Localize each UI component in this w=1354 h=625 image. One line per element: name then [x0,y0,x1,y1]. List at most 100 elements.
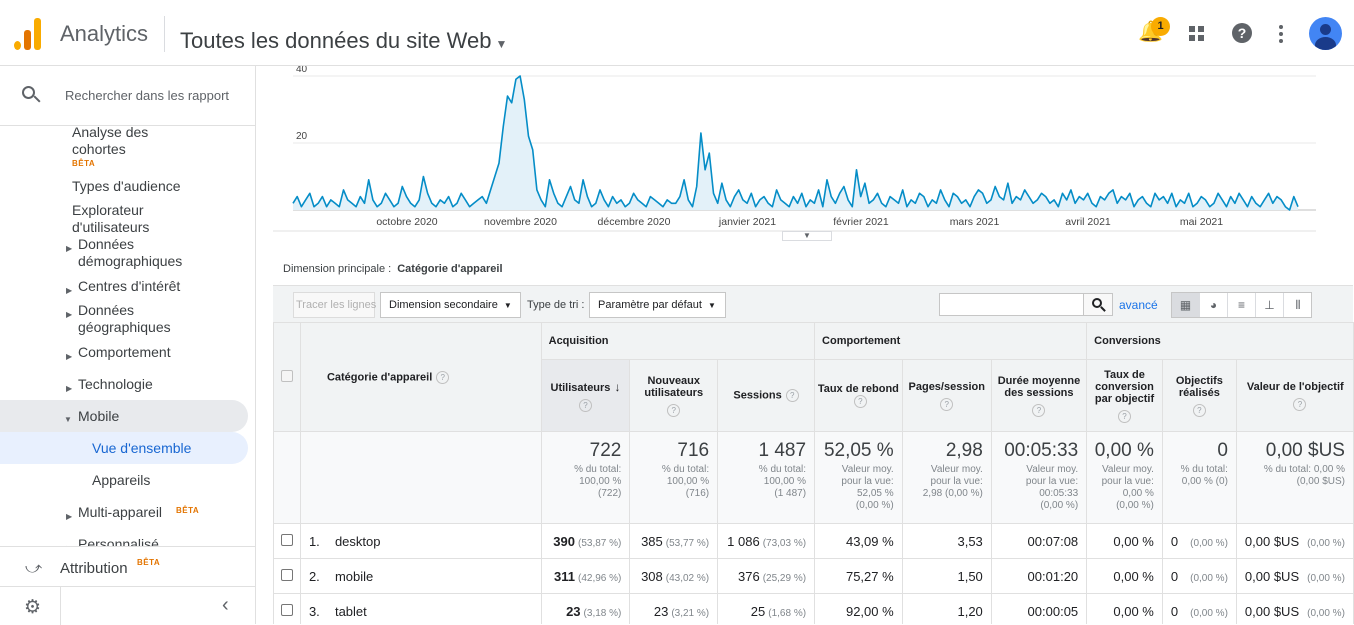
table-row[interactable]: 3. tablet 23 (3,18 %) 23 (3,21 %) 25 (1,68 %) 92… [273,593,1354,624]
total-sub: % du total: 0,00 % (0,00 $US) [1263,464,1345,487]
dimension-header[interactable]: Catégorie d'appareil? [299,322,542,432]
col-pages-session[interactable]: Pages/session? [901,359,992,432]
sidebar-item-demographiques[interactable]: ▶ Données démographiques [0,236,250,272]
report-search-input[interactable]: Rechercher dans les rapport [65,88,230,103]
collapse-sidebar-icon[interactable]: ‹ [222,594,229,616]
col-duree-moyenne[interactable]: Durée moyenne des sessions? [990,359,1088,432]
row-dimension-cell: 2. mobile [299,558,542,594]
table-view-icon[interactable]: ▦ [1172,293,1200,317]
row-dimension-link[interactable]: desktop [334,533,381,549]
help-icon[interactable]: ? [853,395,867,408]
table-toolbar: Tracer les lignes Dimension secondaire ▼ … [273,285,1353,322]
secondary-dimension-label: Dimension secondaire [389,299,498,311]
sidebar-item-vue-ensemble[interactable]: Vue d'ensemble [0,432,248,464]
sort-type-dropdown[interactable]: Paramètre par défaut ▼ [589,292,726,318]
sidebar-item-label: Technologie [78,376,153,392]
row-select-cell [273,558,301,594]
total-sub: Valeur moy. pour la vue: 2,98 (0,00 %) [922,464,983,499]
help-icon[interactable]: ? [1192,403,1206,417]
account-avatar[interactable] [1309,17,1342,50]
secondary-dimension-dropdown[interactable]: Dimension secondaire ▼ [380,292,521,318]
total-sub: % du total: 0,00 % (0) [1180,464,1228,487]
cell-objectifs-realises: 0 (0,00 %) [1161,523,1237,559]
total-valeur-objectif: 0,00 $US % du total: 0,00 % (0,00 $US) [1235,431,1354,524]
cell-percent: (0,00 %) [1190,607,1228,619]
more-options-icon[interactable] [1279,25,1283,43]
advanced-filter-link[interactable]: avancé [1119,298,1158,312]
col-taux-conversion[interactable]: Taux de conversion par objectif? [1086,359,1163,432]
analytics-logo-icon[interactable] [14,18,44,50]
beta-badge: BÊTA [137,558,161,567]
col-sessions[interactable]: Sessions? [717,359,816,432]
x-tick-label: novembre 2020 [484,216,557,228]
beta-badge: BÊTA [176,506,200,515]
cell-value: 0,00 $US [1244,533,1300,549]
apps-grid-icon[interactable] [1189,26,1205,42]
sidebar-item-centres-interet[interactable]: ▶ Centres d'intérêt [0,278,250,298]
table-row[interactable]: 1. desktop 390 (53,87 %) 385 (53,77 %) 1 086 (7… [273,523,1354,559]
cell-value: 0 [1170,568,1179,584]
sidebar-item-technologie[interactable]: ▶ Technologie [0,376,250,396]
sidebar-item-explorateur[interactable]: Explorateur d'utilisateurs [0,202,250,236]
gear-icon[interactable]: ⚙ [24,597,42,618]
help-icon[interactable]: ? [785,389,799,402]
plot-rows-button[interactable]: Tracer les lignes [293,292,376,318]
sidebar-item-multi-appareil[interactable]: ▶ Multi-appareil BÊTA [0,504,250,524]
total-sub: Valeur moy. pour la vue: 52,05 % (0,00 %… [841,464,894,511]
help-icon[interactable]: ? [436,370,450,384]
row-dimension-link[interactable]: mobile [334,568,374,584]
sidebar-item-mobile[interactable]: ▼ Mobile [0,400,248,432]
pie-view-icon[interactable]: ◕ [1200,293,1228,317]
table-row[interactable]: 2. mobile 311 (42,96 %) 308 (43,02 %) 376 (25,2… [273,558,1354,594]
total-value: 0 [1217,440,1228,461]
performance-view-icon[interactable]: ≡ [1228,293,1256,317]
sidebar-item-comportement[interactable]: ▶ Comportement [0,344,250,364]
total-value: 1 487 [758,440,807,461]
help-icon[interactable]: ? [667,403,681,417]
property-selector[interactable]: Toutes les données du site Web ▼ [180,28,507,54]
app-name: Analytics [60,21,149,46]
col-nouveaux-utilisateurs[interactable]: Nouveaux utilisateurs? [629,359,719,432]
primary-dimension-value[interactable]: Catégorie d'appareil [397,263,503,275]
chart-expand-icon[interactable]: ▼ [782,231,832,241]
help-icon[interactable]: ? [940,397,954,411]
help-icon[interactable]: ? [1118,409,1132,423]
select-all-checkbox[interactable] [280,369,293,382]
help-icon[interactable]: ? [578,398,592,412]
col-objectifs-realises[interactable]: Objectifs réalisés? [1161,359,1237,432]
col-valeur-objectif[interactable]: Valeur de l'objectif? [1235,359,1354,432]
row-checkbox[interactable] [280,568,293,581]
pivot-view-icon[interactable]: ⦀ [1295,298,1301,312]
sidebar-item-types-audience[interactable]: Types d'audience [0,178,250,198]
sidebar-item-label: Mobile [78,408,120,424]
sidebar-item-cohortes[interactable]: Analyse des cohortes BÊTA [0,126,250,170]
col-taux-rebond[interactable]: Taux de rebond? [814,359,903,432]
cell-value: 0 [1170,533,1179,549]
row-select-cell [273,523,301,559]
x-tick-label: février 2021 [833,216,889,228]
sidebar-item-label: Explorateur d'utilisateurs [72,202,150,235]
report-search[interactable]: Rechercher dans les rapport [0,66,256,126]
table-search-button[interactable] [1083,293,1113,316]
help-icon[interactable]: ? [1032,403,1046,417]
sidebar-item-appareils[interactable]: Appareils [0,472,250,492]
total-value: 52,05 % [823,440,894,461]
sidebar-item-geographiques[interactable]: ▶ Données géographiques [0,302,250,338]
sidebar-item-attribution[interactable]: ⤻ Attribution BÊTA [0,546,256,586]
row-checkbox[interactable] [280,603,293,616]
sidebar-item-personnalise[interactable]: ▶ Personnalisé [0,536,250,546]
cell-sessions: 1 086 (73,03 %) [717,523,816,559]
sidebar-item-label: Multi-appareil [78,504,163,520]
help-icon[interactable]: ? [1232,23,1252,43]
row-number: 2. [308,568,320,584]
help-icon[interactable]: ? [1293,397,1307,411]
column-label: Objectifs réalisés [1175,374,1223,399]
column-label: Taux de conversion par objectif [1094,368,1155,405]
row-dimension-link[interactable]: tablet [334,603,367,619]
y-tick-label: 20 [296,131,308,142]
series-line[interactable] [292,75,1299,211]
row-checkbox[interactable] [280,533,293,546]
comparison-view-icon[interactable]: ⊥ [1256,293,1284,317]
cell-value: 23 [653,603,669,619]
col-utilisateurs[interactable]: Utilisateurs ↓? [540,359,631,432]
